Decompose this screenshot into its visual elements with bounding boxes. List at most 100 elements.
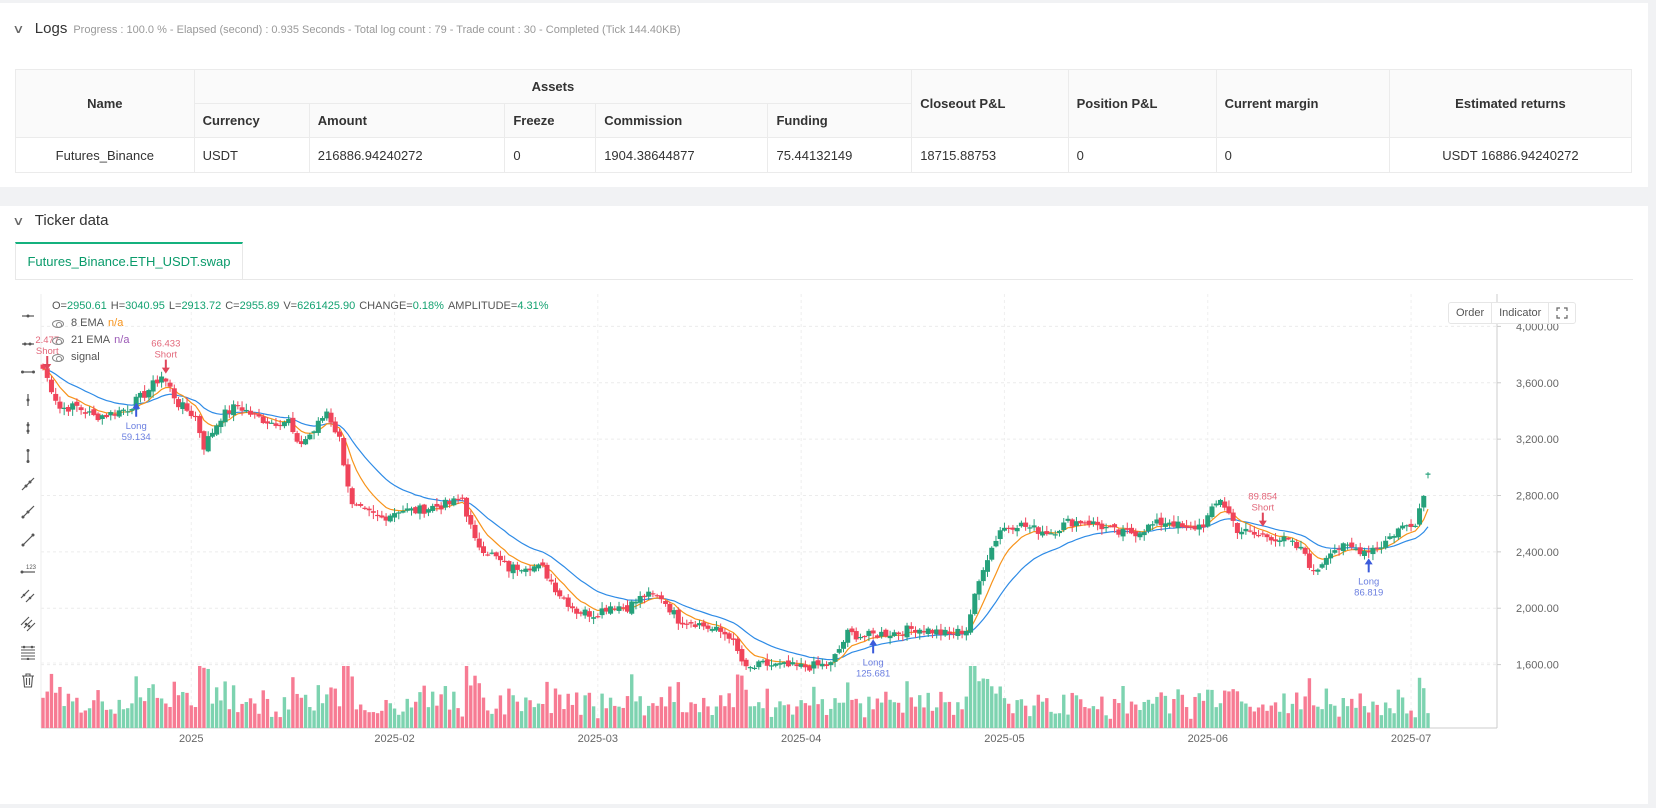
fibonacci-tool[interactable]	[14, 638, 42, 666]
candle-body	[1395, 528, 1401, 538]
volume-bar	[1426, 713, 1430, 728]
candle-body	[142, 391, 148, 398]
ticker-header[interactable]: ∨ Ticker data	[12, 212, 114, 229]
indicator-signal[interactable]: signal	[52, 349, 549, 366]
candle-body	[1408, 523, 1414, 527]
volume-bar	[206, 668, 210, 728]
volume-bar	[1227, 691, 1231, 728]
candle-body	[620, 607, 626, 609]
logs-header[interactable]: ∨ Logs Progress : 100.0 % - Elapsed (sec…	[12, 20, 680, 37]
volume-bar	[1290, 703, 1295, 728]
cell-funding: 75.44132149	[767, 137, 913, 173]
volume-bar	[1248, 706, 1252, 728]
candlestick-chart[interactable]: 4,000.00 3,600.00 3,200.00 2,800.00 2,400.00…	[0, 206, 1648, 804]
volume-bar	[418, 692, 422, 728]
volume-bar	[617, 706, 621, 728]
volume-bar	[1362, 706, 1367, 728]
volume-bar	[1320, 709, 1324, 728]
volume-bar	[1091, 706, 1096, 728]
volume-bar	[291, 677, 295, 728]
candle-body	[1107, 526, 1113, 528]
volume-bar	[70, 701, 75, 728]
volume-bar	[748, 706, 753, 728]
volume-bar	[1129, 701, 1134, 728]
vertical-line-tool[interactable]	[14, 386, 42, 414]
price-channel-tool[interactable]	[14, 610, 42, 638]
volume-bar	[613, 705, 617, 728]
candle-body	[129, 409, 135, 411]
volume-bar	[1388, 708, 1392, 728]
order-button[interactable]: Order	[1449, 303, 1493, 323]
horizontal-ray-tool[interactable]	[14, 330, 42, 358]
parallel-channel-tool[interactable]	[14, 582, 42, 610]
vertical-segment-tool[interactable]	[14, 442, 42, 470]
candle-body	[1366, 551, 1372, 553]
volume-bar	[358, 704, 363, 728]
candle-body	[946, 631, 952, 635]
volume-bar	[998, 686, 1002, 728]
volume-bar	[92, 700, 96, 728]
tab-eth-usdt-swap[interactable]: Futures_Binance.ETH_USDT.swap	[15, 242, 243, 279]
straight-line-tool[interactable]	[14, 526, 42, 554]
volume-bar	[672, 702, 676, 728]
candle-body	[1052, 534, 1058, 536]
candle-body	[1378, 547, 1384, 549]
candle-body	[260, 416, 266, 423]
volume-bar	[342, 666, 346, 728]
candle-body	[137, 392, 143, 398]
price-line-tool[interactable]: 123	[14, 554, 42, 582]
candle-body	[1201, 524, 1207, 528]
volume-bar	[829, 708, 833, 728]
candle-body	[1302, 547, 1308, 554]
candle-body	[1171, 521, 1177, 527]
indicator-ema8[interactable]: 8 EMA n/a	[52, 315, 549, 332]
chevron-down-icon[interactable]: ∨	[12, 22, 25, 36]
candle-body	[235, 405, 241, 407]
trash-tool[interactable]	[14, 666, 42, 694]
candle-body	[1226, 506, 1232, 514]
eye-icon[interactable]	[52, 319, 64, 328]
candle-body	[87, 411, 93, 413]
eye-icon[interactable]	[52, 336, 64, 345]
candle-body	[1145, 524, 1151, 532]
price-line-icon: 123	[20, 565, 36, 574]
volume-bar	[325, 694, 329, 728]
chevron-down-icon[interactable]: ∨	[12, 214, 25, 228]
candle-body	[353, 504, 359, 506]
ray-line-tool[interactable]	[14, 498, 42, 526]
trend-line-tool[interactable]	[14, 470, 42, 498]
volume-bar	[951, 714, 956, 728]
indicator-button[interactable]: Indicator	[1492, 303, 1550, 323]
horizontal-line-tool[interactable]	[14, 302, 42, 330]
volume-bar	[350, 676, 354, 728]
volume-bar	[1417, 677, 1422, 728]
price-channel-icon	[20, 616, 36, 632]
candle-body	[874, 635, 880, 638]
candle-body	[565, 597, 571, 607]
segment-tool[interactable]	[14, 358, 42, 386]
indicator-ema21[interactable]: 21 EMA n/a	[52, 332, 549, 349]
fullscreen-button[interactable]	[1549, 303, 1575, 323]
volume-bar	[1032, 705, 1036, 728]
long-arrow-icon	[1364, 558, 1373, 573]
candle-body	[328, 412, 334, 423]
candle-body	[811, 661, 817, 669]
volume-bar	[761, 708, 765, 728]
volume-bar	[426, 707, 431, 728]
volume-bar	[579, 714, 583, 728]
candle-body	[603, 607, 609, 612]
vertical-segment-icon	[26, 449, 30, 463]
volume-bar	[1273, 702, 1278, 728]
candle-body	[891, 632, 897, 636]
volume-bar	[1138, 709, 1142, 728]
eye-icon[interactable]	[52, 353, 64, 362]
volume-bar	[1066, 714, 1070, 728]
volume-bar	[985, 678, 990, 728]
candle-body	[281, 422, 287, 427]
indicator-name: 8 EMA	[71, 317, 105, 329]
volume-bar	[545, 681, 549, 728]
signal-label: Long	[863, 657, 884, 668]
col-position-pnl: Position P&L	[1067, 69, 1217, 138]
signal-label: Long	[1358, 576, 1379, 587]
vertical-ray-tool[interactable]	[14, 414, 42, 442]
